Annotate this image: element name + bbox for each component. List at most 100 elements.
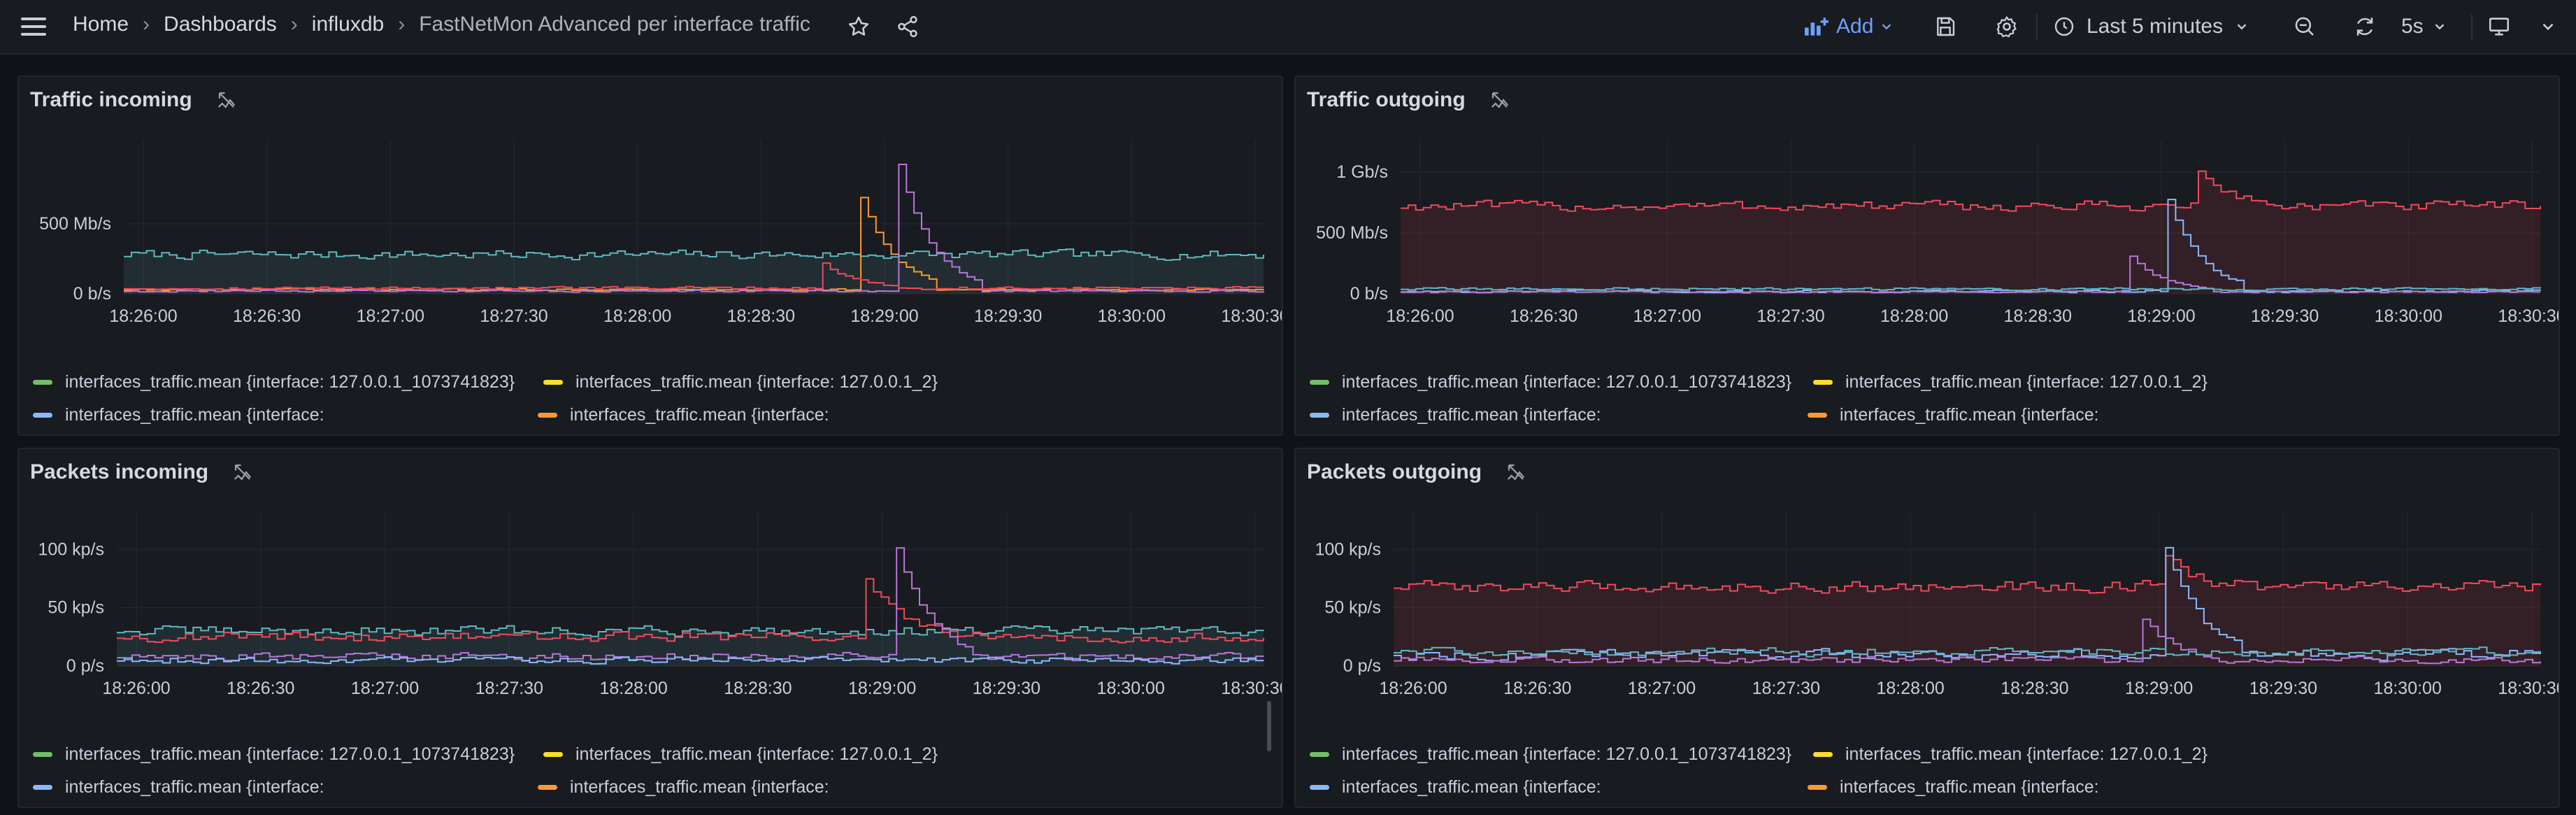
legend-item[interactable]: interfaces_traffic.mean {interface: 127.…: [1813, 372, 2208, 392]
x-tick-label: 18:27:30: [475, 679, 543, 698]
legend-item[interactable]: interfaces_traffic.mean {interface:: [538, 405, 829, 425]
series-line: [1394, 555, 2541, 594]
legend-item[interactable]: interfaces_traffic.mean {interface:: [1310, 777, 1601, 798]
panel-title[interactable]: Packets outgoing: [1307, 460, 1482, 483]
legend-item[interactable]: interfaces_traffic.mean {interface: 127.…: [1813, 744, 2208, 765]
legend-item[interactable]: interfaces_traffic.mean {interface: 127.…: [543, 372, 938, 392]
x-tick-label: 18:28:00: [603, 306, 671, 326]
legend-swatch: [33, 413, 52, 418]
legend-swatch: [1310, 785, 1329, 790]
legend-swatch: [1310, 752, 1329, 757]
legend-item[interactable]: interfaces_traffic.mean {interface: 127.…: [1310, 372, 1791, 392]
legend-swatch: [33, 785, 52, 790]
panel-title[interactable]: Packets incoming: [30, 460, 209, 483]
toolbar-divider: [2036, 14, 2038, 41]
save-icon[interactable]: [1931, 10, 1959, 43]
x-tick-label: 18:27:30: [480, 306, 548, 326]
x-tick-label: 18:29:00: [2127, 306, 2195, 326]
x-tick-label: 18:26:30: [1503, 679, 1571, 698]
panel-packets-incoming: 18:26:00 18:26:30 18:27:00 18:27:30 18:28:00…: [17, 448, 1283, 808]
gear-icon[interactable]: [1993, 10, 2021, 43]
legend-label: interfaces_traffic.mean {interface: 127.…: [1845, 744, 2208, 764]
legend-swatch: [1808, 413, 1827, 418]
y-tick-label: 0 p/s: [66, 656, 104, 676]
series-line: [1401, 287, 2541, 292]
legend-label: interfaces_traffic.mean {interface: 127.…: [575, 744, 938, 764]
y-tick-label: 0 b/s: [73, 284, 111, 304]
page-title: FastNetMon Advanced per interface traffi…: [419, 13, 810, 36]
panel-title[interactable]: Traffic outgoing: [1307, 88, 1466, 111]
time-shift-off-icon[interactable]: [1505, 462, 1526, 483]
refresh-interval-picker[interactable]: 5s: [2401, 10, 2447, 43]
x-tick-label: 18:29:30: [974, 306, 1042, 326]
tv-mode-icon[interactable]: [2485, 10, 2513, 43]
time-range-picker[interactable]: Last 5 minutes: [2053, 10, 2249, 43]
legend-item[interactable]: interfaces_traffic.mean {interface: 127.…: [33, 372, 515, 392]
x-tick-label: 18:29:30: [2249, 679, 2317, 698]
packets-outgoing-chart: 18:26:00 18:26:30 18:27:00 18:27:30 18:28:00…: [1315, 512, 2559, 698]
legend-swatch: [1310, 380, 1329, 385]
legend-swatch: [1813, 380, 1833, 385]
x-tick-label: 18:28:00: [599, 679, 667, 698]
legend-label: interfaces_traffic.mean {interface:: [570, 777, 829, 797]
time-shift-off-icon[interactable]: [216, 90, 237, 111]
packets-incoming-chart: 18:26:00 18:26:30 18:27:00 18:27:30 18:28:00…: [38, 512, 1282, 698]
breadcrumb-dashboards[interactable]: Dashboards: [164, 13, 277, 36]
chevron-down-icon: [2237, 24, 2247, 30]
legend-scrollbar[interactable]: [1267, 701, 1271, 751]
legend-item[interactable]: interfaces_traffic.mean {interface:: [33, 777, 324, 798]
legend-item[interactable]: interfaces_traffic.mean {interface:: [33, 405, 324, 425]
star-icon[interactable]: [845, 10, 873, 43]
menu-icon[interactable]: [17, 11, 50, 42]
y-tick-label: 1 Gb/s: [1336, 162, 1388, 182]
legend-item[interactable]: interfaces_traffic.mean {interface:: [1808, 777, 2099, 798]
add-button[interactable]: Add: [1803, 10, 1894, 43]
zoom-out-icon[interactable]: [2291, 10, 2319, 43]
chevron-down-icon: [1882, 24, 1891, 30]
y-tick-label: 50 kp/s: [48, 598, 104, 618]
y-tick-label: 500 Mb/s: [39, 214, 111, 234]
legend-swatch: [1808, 785, 1827, 790]
legend-item[interactable]: interfaces_traffic.mean {interface: 127.…: [33, 744, 515, 765]
chevron-down-icon[interactable]: [2535, 10, 2561, 43]
y-tick-label: 100 kp/s: [1315, 539, 1381, 559]
add-button-label: Add: [1836, 15, 1874, 38]
breadcrumb-separator-icon: ›: [143, 13, 150, 36]
series-line: [117, 578, 1264, 644]
legend-item[interactable]: interfaces_traffic.mean {interface:: [1310, 405, 1601, 425]
legend-swatch: [1813, 752, 1833, 757]
refresh-interval-label: 5s: [2401, 15, 2424, 38]
x-tick-label: 18:26:00: [1386, 306, 1454, 326]
breadcrumb-home[interactable]: Home: [73, 13, 129, 36]
y-tick-label: 100 kp/s: [38, 539, 104, 559]
panel-header: Packets incoming: [30, 460, 253, 484]
panel-traffic-incoming: 18:26:00 18:26:30 18:27:00 18:27:30 18:28:00…: [17, 76, 1283, 436]
x-tick-label: 18:30:00: [1097, 679, 1165, 698]
legend-item[interactable]: interfaces_traffic.mean {interface:: [538, 777, 829, 798]
share-icon[interactable]: [894, 10, 922, 43]
legend-item[interactable]: interfaces_traffic.mean {interface: 127.…: [543, 744, 938, 765]
y-tick-label: 0 p/s: [1343, 656, 1381, 676]
x-tick-label: 18:26:30: [1510, 306, 1577, 326]
x-tick-label: 18:28:00: [1876, 679, 1944, 698]
legend-swatch: [543, 380, 563, 385]
x-tick-label: 18:26:00: [109, 306, 177, 326]
panel-traffic-outgoing: 18:26:00 18:26:30 18:27:00 18:27:30 18:28:00…: [1294, 76, 2560, 436]
panel-title[interactable]: Traffic incoming: [30, 88, 192, 111]
time-shift-off-icon[interactable]: [232, 462, 253, 483]
x-tick-label: 18:30:30: [2498, 306, 2560, 326]
series-area: [1401, 171, 2540, 294]
legend-swatch: [538, 413, 557, 418]
refresh-icon[interactable]: [2351, 10, 2379, 43]
x-tick-label: 18:28:30: [727, 306, 795, 326]
breadcrumb-folder[interactable]: influxdb: [311, 13, 385, 36]
x-tick-label: 18:27:00: [357, 306, 424, 326]
series-line: [1394, 618, 2541, 665]
legend-item[interactable]: interfaces_traffic.mean {interface:: [1808, 405, 2099, 425]
legend-label: interfaces_traffic.mean {interface: 127.…: [65, 744, 515, 764]
x-tick-label: 18:28:30: [724, 679, 792, 698]
time-shift-off-icon[interactable]: [1489, 90, 1510, 111]
series-line: [1401, 255, 2540, 294]
x-tick-label: 18:27:00: [1628, 679, 1696, 698]
legend-item[interactable]: interfaces_traffic.mean {interface: 127.…: [1310, 744, 1791, 765]
